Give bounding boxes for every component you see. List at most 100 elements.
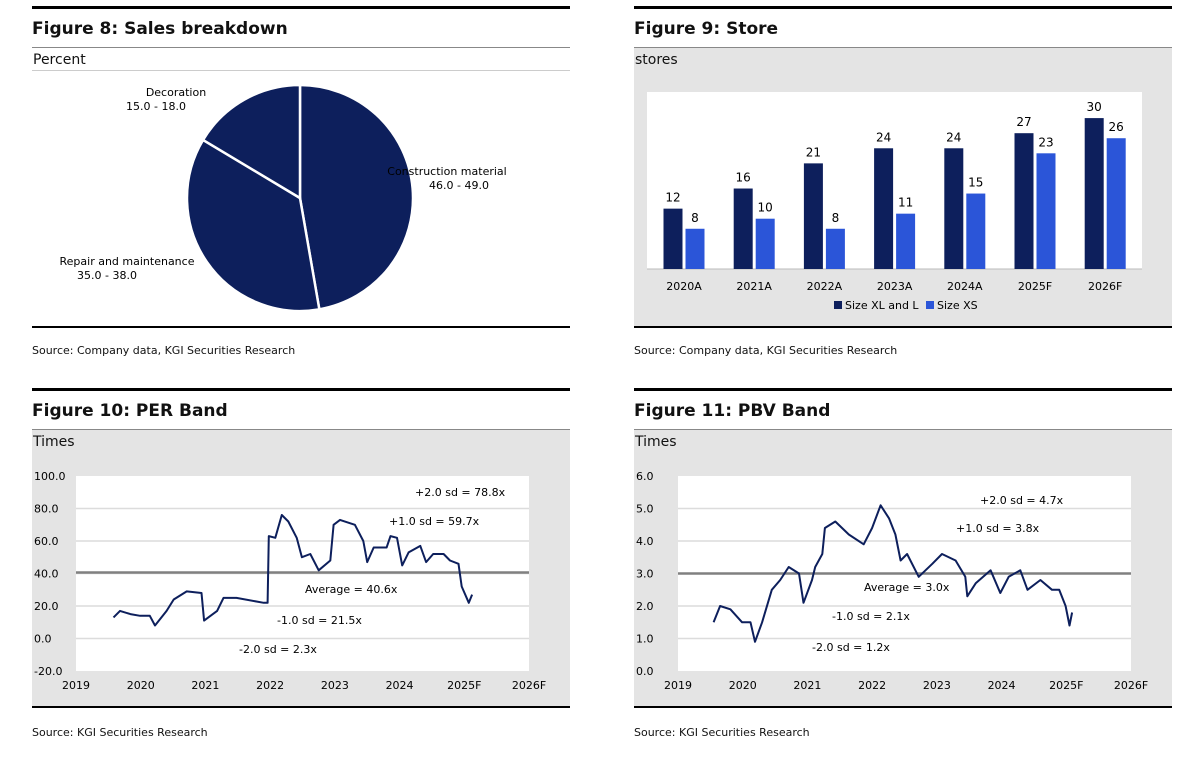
bar-chart: 12 8 2020A 16 10 2021A 21 8 2022A 24 11 2023A 24 15 20…	[647, 92, 1142, 312]
band-annotation: Average = 3.0x	[864, 581, 950, 594]
slice-label: Construction material	[387, 165, 506, 178]
figure-8-panel: Figure 8: Sales breakdown Percent Constr…	[32, 6, 570, 357]
top-rule	[32, 6, 570, 9]
y-tick-label: 4.0	[636, 535, 654, 548]
legend-label: Size XS	[937, 299, 978, 312]
unit-label: Times	[33, 434, 75, 450]
slice-label: Repair and maintenance	[60, 255, 195, 268]
legend-swatch	[834, 301, 842, 309]
x-tick-label: 2024	[386, 679, 414, 692]
x-tick-label: 2020A	[666, 280, 702, 293]
figure-11-panel: Figure 11: PBV Band Times 6.0 5.0 4.0 3.0 2.…	[634, 388, 1172, 748]
figure-9-panel: Figure 9: Store stores 12 8 2020A 16 10 2021A…	[634, 6, 1172, 357]
valuation-line	[712, 504, 1074, 643]
figure-title: Figure 8: Sales breakdown	[32, 19, 288, 39]
x-tick-label: 2023	[923, 679, 951, 692]
data-label: 12	[665, 191, 680, 205]
legend-swatch	[926, 301, 934, 309]
x-tick-label: 2026F	[1088, 280, 1122, 293]
x-tick-label: 2022	[858, 679, 886, 692]
x-tick-label: 2024	[988, 679, 1016, 692]
pie-slice	[201, 83, 302, 201]
pie-slice	[298, 83, 415, 311]
data-label: 26	[1109, 120, 1124, 134]
bar	[733, 188, 753, 269]
top-rule	[634, 388, 1172, 391]
y-tick-label: 80.0	[34, 503, 59, 516]
bar	[1106, 138, 1126, 269]
data-label: 27	[1016, 115, 1031, 129]
figure-title: Figure 11: PBV Band	[634, 401, 831, 421]
data-label: 16	[736, 171, 751, 185]
pie-slice	[185, 138, 321, 313]
y-tick-label: 0.0	[34, 633, 52, 646]
data-label: 21	[806, 145, 821, 159]
band-annotation: Average = 40.6x	[305, 583, 398, 596]
x-tick-label: 2023A	[877, 280, 913, 293]
valuation-line	[112, 514, 474, 627]
unit-label: stores	[635, 52, 678, 68]
pbv-band-chart: 6.0 5.0 4.0 3.0 2.0 1.0 0.0 2019 2020 2021 2022 202…	[636, 470, 1148, 692]
x-tick-label: 2026F	[1114, 679, 1148, 692]
data-label: 11	[898, 196, 913, 210]
legend-label: Size XL and L	[845, 299, 919, 312]
source-note: Source: Company data, KGI Securities Res…	[634, 344, 898, 357]
band-annotation: +1.0 sd = 3.8x	[956, 522, 1040, 535]
data-label: 15	[968, 176, 983, 190]
y-tick-label: 40.0	[34, 568, 59, 581]
bar	[874, 148, 894, 269]
y-tick-label: 60.0	[34, 535, 59, 548]
x-tick-label: 2019	[62, 679, 90, 692]
y-tick-label: 100.0	[34, 470, 66, 483]
slice-value: 15.0 - 18.0	[126, 100, 186, 113]
bar	[1036, 153, 1056, 269]
y-tick-label: 2.0	[636, 600, 654, 613]
x-tick-label: 2023	[321, 679, 349, 692]
y-tick-label: 0.0	[636, 665, 654, 678]
x-tick-label: 2026F	[512, 679, 546, 692]
x-tick-label: 2025F	[1018, 280, 1052, 293]
y-tick-label: 6.0	[636, 470, 654, 483]
x-tick-label: 2024A	[947, 280, 983, 293]
y-tick-label: 20.0	[34, 600, 59, 613]
top-rule	[634, 6, 1172, 9]
x-tick-label: 2022	[256, 679, 284, 692]
figure-title: Figure 10: PER Band	[32, 401, 228, 421]
source-note: Source: KGI Securities Research	[634, 726, 810, 739]
x-tick-label: 2021A	[736, 280, 772, 293]
x-tick-label: 2020	[127, 679, 155, 692]
unit-label: Percent	[33, 52, 86, 68]
data-label: 24	[876, 130, 891, 144]
divider	[634, 429, 1172, 430]
source-note: Source: KGI Securities Research	[32, 726, 208, 739]
bar	[685, 228, 705, 269]
x-tick-label: 2025F	[1049, 679, 1083, 692]
band-annotation: +2.0 sd = 78.8x	[415, 486, 506, 499]
band-annotation: -2.0 sd = 2.3x	[239, 643, 317, 656]
band-annotation: +1.0 sd = 59.7x	[389, 515, 480, 528]
slice-value: 35.0 - 38.0	[77, 269, 137, 282]
x-tick-label: 2025F	[447, 679, 481, 692]
bar	[896, 213, 916, 269]
divider	[32, 429, 570, 430]
plot-area	[647, 92, 1142, 269]
band-annotation: +2.0 sd = 4.7x	[980, 494, 1064, 507]
data-label: 10	[758, 201, 773, 215]
slice-label: Decoration	[146, 86, 206, 99]
pbv-area: Times 6.0 5.0 4.0 3.0 2.0 1.0 0.0 2019 2020 2021 2…	[634, 430, 1172, 708]
x-tick-label: 2022A	[807, 280, 843, 293]
bar	[1014, 133, 1034, 269]
figure-title: Figure 9: Store	[634, 19, 779, 39]
y-tick-label: 1.0	[636, 633, 654, 646]
data-label: 8	[832, 211, 840, 225]
x-tick-label: 2021	[191, 679, 219, 692]
y-tick-label: -20.0	[34, 665, 62, 678]
figure-10-panel: Figure 10: PER Band Times 100.0 80.0 60.0 4…	[32, 388, 570, 748]
data-label: 23	[1038, 135, 1053, 149]
per-area: Times 100.0 80.0 60.0 40.0 20.0 0.0 -20.0 2019 2…	[32, 430, 570, 708]
bar	[755, 218, 775, 269]
bar	[1084, 118, 1104, 269]
divider	[634, 47, 1172, 48]
bar	[825, 228, 845, 269]
